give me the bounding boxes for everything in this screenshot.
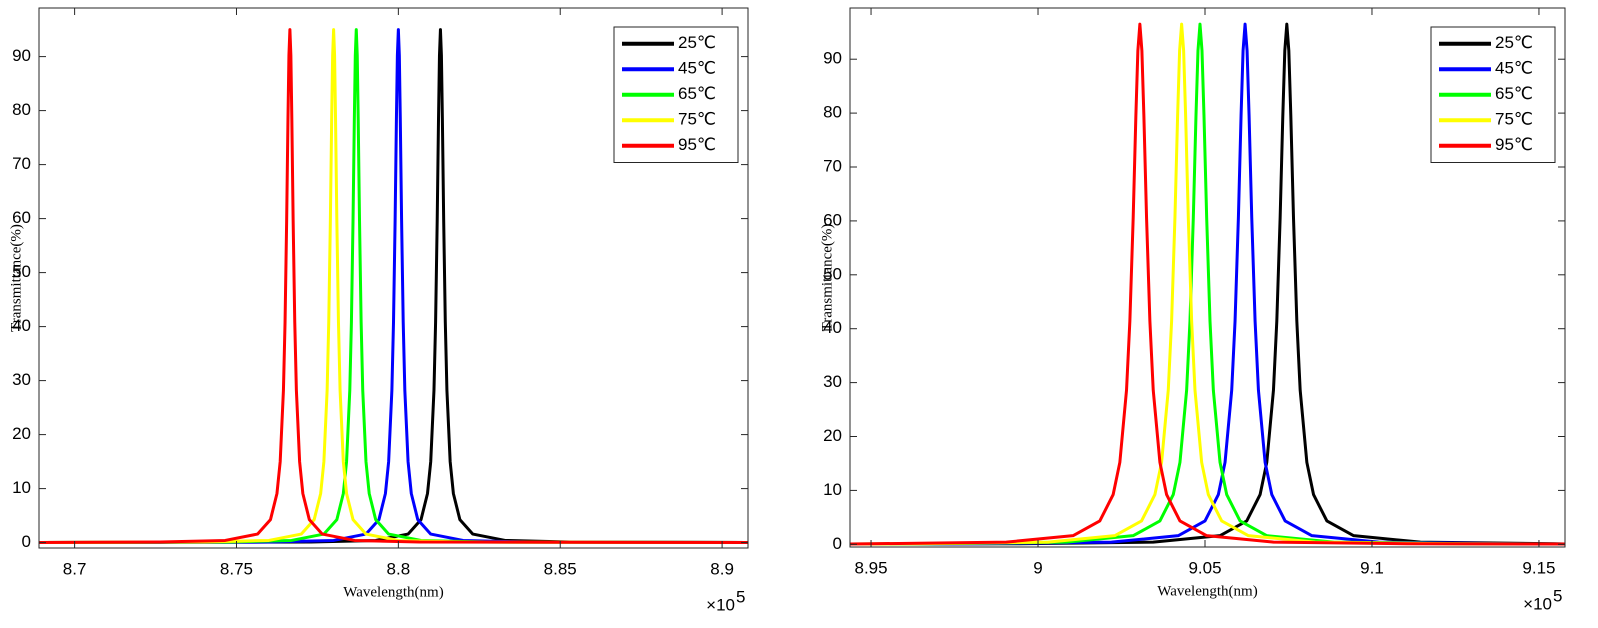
y-axis-label: Transmittance(%) [8, 224, 24, 332]
y-tick-label: 50 [823, 264, 842, 283]
series-line [39, 28, 748, 544]
x-multiplier: ×10 [1523, 594, 1552, 613]
x-tick-label: 8.95 [854, 558, 887, 577]
x-exponent: 5 [1553, 586, 1562, 605]
x-axis-label: Wavelength(nm) [343, 584, 443, 600]
y-tick-label: 0 [833, 534, 842, 553]
legend-label: 25℃ [1495, 33, 1533, 52]
lines [850, 22, 1565, 546]
y-tick-label: 60 [823, 210, 842, 229]
legend-label: 65℃ [1495, 84, 1533, 103]
x-axis-label: Wavelength(nm) [1157, 583, 1257, 599]
series-line [39, 28, 748, 544]
y-tick-label: 40 [12, 316, 31, 335]
axes-box [849, 7, 1566, 548]
x-tick-label: 8.85 [544, 559, 577, 578]
y-tick-label: 80 [12, 100, 31, 119]
x-tick-label: 8.8 [387, 559, 411, 578]
series-line [850, 22, 1565, 546]
legend-label: 75℃ [1495, 110, 1533, 129]
series-line [850, 22, 1565, 546]
y-tick-label: 40 [823, 318, 842, 337]
y-tick-label: 10 [823, 480, 842, 499]
legend-label: 95℃ [1495, 135, 1533, 154]
series-line [850, 22, 1565, 546]
series-line [850, 22, 1565, 546]
y-tick-label: 80 [823, 103, 842, 122]
y-tick-label: 70 [12, 154, 31, 173]
y-tick-label: 0 [22, 532, 31, 551]
y-axis-label: Transmittance(%) [819, 224, 835, 332]
plot: 8.7 8.75 8.8 8.85 8.9 0 10 20 30 40 50 60 70 80 90 Wave… [8, 7, 749, 614]
y-tick-label: 90 [823, 49, 842, 68]
y-tick-label: 30 [823, 372, 842, 391]
x-tick-label: 9.1 [1360, 558, 1384, 577]
y-tick-label: 70 [823, 156, 842, 175]
series-line [39, 28, 748, 544]
axes-box [38, 7, 749, 549]
x-exponent: 5 [736, 587, 745, 606]
x-tick-label: 9.15 [1522, 558, 1555, 577]
legend-label: 75℃ [678, 110, 716, 129]
series-line [39, 28, 748, 544]
y-tick-label: 10 [12, 478, 31, 497]
legend-label: 45℃ [1495, 59, 1533, 78]
y-tick-label: 30 [12, 370, 31, 389]
series-line [39, 28, 748, 544]
legend-label: 95℃ [678, 135, 716, 154]
x-tick-label: 9 [1033, 558, 1042, 577]
y-tick-label: 20 [12, 424, 31, 443]
legend-label: 65℃ [678, 84, 716, 103]
x-tick-label: 8.9 [710, 559, 734, 578]
y-tick-label: 50 [12, 262, 31, 281]
series-line [850, 22, 1565, 546]
y-tick-label: 90 [12, 46, 31, 65]
plot: 8.95 9 9.05 9.1 9.15 0 10 20 30 40 50 60 70 80 90 Wavel… [819, 7, 1566, 613]
legend-label: 25℃ [678, 33, 716, 52]
x-tick-label: 8.75 [220, 559, 253, 578]
y-tick-label: 20 [823, 426, 842, 445]
lines [39, 28, 748, 544]
x-multiplier: ×10 [706, 595, 735, 614]
y-tick-label: 60 [12, 208, 31, 227]
legend-label: 45℃ [678, 59, 716, 78]
x-tick-label: 8.7 [63, 559, 87, 578]
x-tick-label: 9.05 [1188, 558, 1221, 577]
